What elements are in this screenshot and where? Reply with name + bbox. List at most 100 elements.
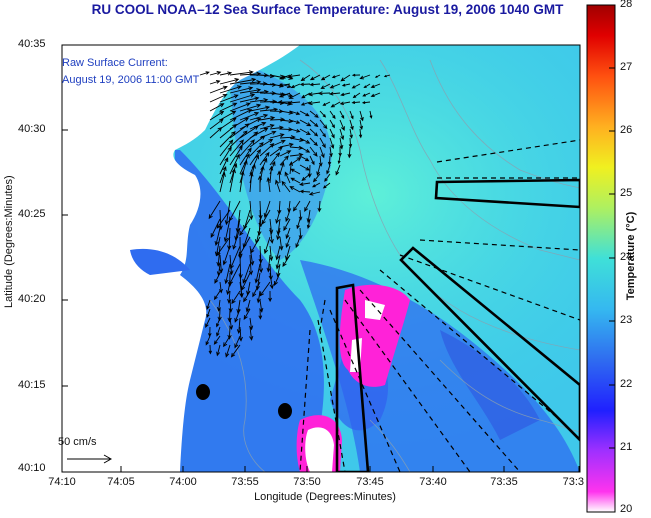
current-arrow [216,245,221,267]
x-tick-label: 73:40 [419,476,447,488]
current-arrow [348,137,353,149]
current-arrow [290,177,301,184]
current-arrow [331,74,341,79]
current-arrow [383,74,391,78]
current-arrow [361,101,371,105]
current-arrow [239,147,252,166]
current-arrow [219,94,239,103]
current-arrow [209,110,225,121]
current-arrow [285,209,291,223]
current-arrow [329,146,333,158]
current-arrow [229,70,254,76]
current-arrow [234,335,241,349]
y-axis-label: Latitude (Degrees:Minutes) [3,175,15,308]
current-arrow [259,165,265,184]
current-arrow [269,227,274,244]
current-arrow [239,218,251,236]
current-arrow [199,71,210,76]
current-arrow [311,182,321,188]
current-arrow [216,344,221,357]
colorbar-tick-label: 25 [620,187,633,199]
current-arrow [214,227,221,247]
current-arrow [292,200,301,212]
colorbar-tick-label: 21 [620,441,633,453]
current-arrow [324,173,331,182]
current-arrow [219,171,226,193]
current-arrow [318,155,323,167]
current-arrow [319,146,325,159]
current-arrow [238,326,243,342]
legend-line-2: August 19, 2006 11:00 GMT [62,74,200,86]
current-arrow [239,118,262,130]
current-arrow [309,128,319,137]
current-arrow [295,236,301,249]
current-arrow [289,110,301,116]
current-arrow [229,93,256,103]
current-arrow [298,209,303,221]
current-arrow [229,317,234,331]
current-arrow [243,308,251,321]
current-arrow [266,254,271,273]
current-arrow [229,102,251,112]
current-arrow [370,92,381,98]
current-arrow [352,92,361,99]
current-arrow [279,236,284,251]
current-arrow [249,245,255,266]
current-arrow [322,182,331,189]
current-arrow [359,110,364,122]
current-arrow [209,93,228,103]
current-arrow [213,335,221,345]
current-arrow [257,175,263,192]
current-arrow [226,281,231,296]
current-arrow [241,272,251,291]
current-arrow [229,130,248,148]
colorbar-tick-label: 20 [620,503,633,515]
current-arrow [239,96,260,103]
current-arrow [209,80,221,85]
current-arrow [249,81,268,86]
current-arrow [309,110,319,118]
x-tick-label: 74:00 [169,476,197,488]
current-arrow [209,85,228,94]
current-arrow [279,142,294,148]
colorbar-tick-label: 27 [620,61,633,73]
current-arrow [252,281,261,298]
current-arrow [215,317,221,328]
current-arrow [209,103,225,112]
current-arrow [339,137,344,150]
current-arrow [278,92,291,98]
current-arrow [279,110,294,115]
current-arrow [249,141,264,157]
current-arrow [335,164,341,176]
current-arrow [275,179,281,193]
current-arrow [259,123,275,130]
colorbar-tick-label: 26 [620,124,633,136]
current-arrow [296,218,301,230]
current-arrow [339,119,345,131]
current-arrow [299,164,310,171]
current-arrow [225,344,231,358]
current-arrow [326,164,331,175]
current-arrow [279,161,285,175]
figure-title: RU COOL NOAA–12 Sea Surface Temperature:… [91,2,564,17]
current-arrow [239,153,250,175]
current-arrow [347,146,352,159]
current-arrow [208,200,221,220]
current-arrow [259,115,276,121]
current-arrow [209,127,223,139]
x-tick-label: 73:3 [562,476,584,488]
current-arrow [370,83,381,88]
x-tick-label: 73:55 [231,476,259,488]
current-arrow [299,119,312,127]
current-arrow [269,165,274,184]
current-arrow [299,146,311,153]
current-arrow [243,290,251,303]
current-arrow [209,118,224,130]
current-arrow [216,209,231,229]
current-arrow [266,176,271,193]
current-arrow [245,299,251,313]
current-arrow [319,119,328,130]
current-arrow [300,74,311,82]
current-arrow [219,146,232,166]
current-arrow [359,119,364,130]
